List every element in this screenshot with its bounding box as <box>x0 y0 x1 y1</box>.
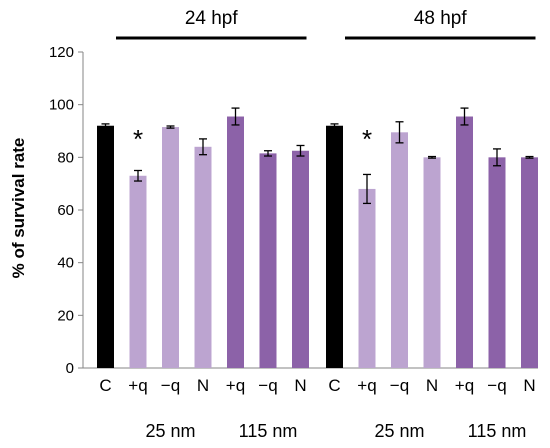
size-group-label: 115 nm <box>468 421 527 441</box>
bar <box>423 157 441 368</box>
bar <box>259 153 277 368</box>
size-group-label: 25 nm <box>374 421 424 441</box>
bar <box>391 132 408 368</box>
bar <box>326 125 343 368</box>
significance-marker: * <box>133 124 143 154</box>
y-tick-label: 0 <box>66 360 74 377</box>
bar <box>162 127 179 368</box>
category-label: N <box>426 376 438 395</box>
bar <box>488 157 506 368</box>
category-label: C <box>99 376 111 395</box>
error-bars <box>101 107 534 205</box>
bar <box>227 116 244 369</box>
category-label: +q <box>226 376 245 395</box>
size-group-label: 115 nm <box>239 421 298 441</box>
category-label: +q <box>128 376 147 395</box>
y-tick-label: 40 <box>57 255 74 272</box>
y-tick-label: 100 <box>49 97 74 114</box>
category-label: −q <box>487 376 506 395</box>
bar <box>292 150 309 368</box>
y-axis: 0 20 40 60 80 100 120 <box>49 44 538 377</box>
y-tick-label: 80 <box>57 149 74 166</box>
category-label: C <box>328 376 340 395</box>
significance-marker: * <box>362 124 372 154</box>
panel-label: 24 hpf <box>185 8 239 29</box>
y-axis-title: % of survival rate <box>9 138 28 279</box>
y-tick-label: 20 <box>57 307 74 324</box>
bar <box>129 175 147 368</box>
bar <box>97 125 114 368</box>
category-label: N <box>294 376 306 395</box>
category-label: N <box>197 376 209 395</box>
category-label: −q <box>390 376 409 395</box>
y-tick-label: 120 <box>49 44 74 61</box>
bar <box>194 146 212 368</box>
y-tick-label: 60 <box>57 202 74 219</box>
bars <box>97 116 538 369</box>
bar <box>358 188 376 368</box>
category-label: N <box>523 376 535 395</box>
category-label: +q <box>357 376 376 395</box>
category-label: −q <box>161 376 180 395</box>
size-group-label: 25 nm <box>145 421 195 441</box>
bar <box>456 116 473 369</box>
category-label: −q <box>258 376 277 395</box>
panel-label: 48 hpf <box>414 8 468 29</box>
category-label: +q <box>455 376 474 395</box>
bar <box>521 157 538 368</box>
labels: C +q * −q N +q −q N 24 hpf 25 nm 115 nm C +q * −q N +q −q… <box>99 8 535 441</box>
